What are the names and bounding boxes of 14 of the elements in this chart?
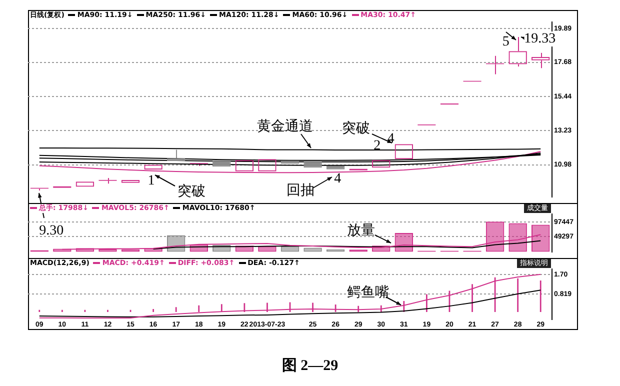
caption: 图 2—29 <box>280 357 340 375</box>
annotation: 鳄鱼嘴 <box>346 285 389 300</box>
annotation: 1 <box>148 173 155 188</box>
annotation: 放量 <box>346 224 375 239</box>
annotation: 4 <box>387 132 394 147</box>
annotation: 回抽 <box>286 184 315 199</box>
annotation: 19.33 <box>524 32 556 46</box>
annotation: 9.30 <box>39 223 64 238</box>
annotation: 2 <box>374 138 381 154</box>
annotation: 黄金通道 <box>256 119 313 134</box>
annotation: 5 <box>502 34 510 50</box>
annotation: 突破 <box>177 184 206 200</box>
annotation: 4 <box>334 172 342 187</box>
annotation: 突破 <box>342 122 370 137</box>
